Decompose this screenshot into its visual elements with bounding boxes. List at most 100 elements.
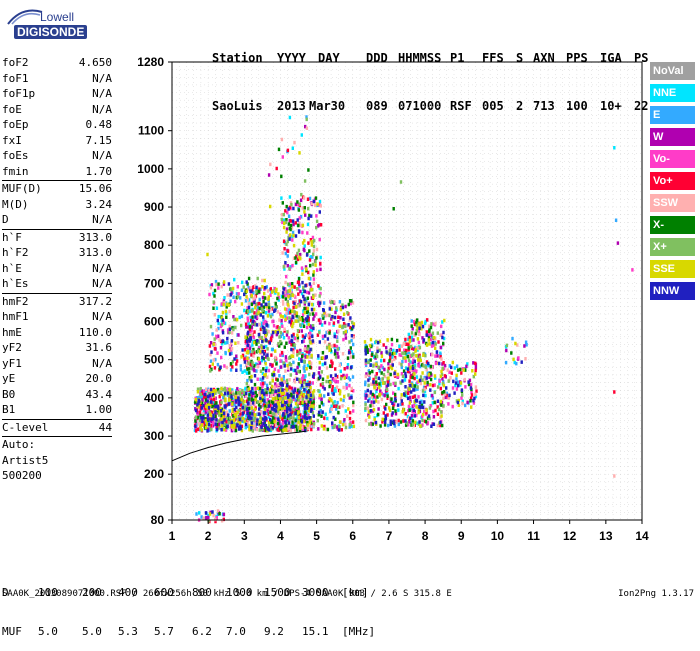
x-tick-label: 1	[169, 529, 176, 543]
echo-points-8	[194, 151, 517, 516]
param-row: h`Es N/A	[2, 277, 112, 293]
plot-border	[171, 61, 643, 521]
footer-cell: 7.0	[226, 625, 246, 638]
y-tick-label: 500	[144, 353, 164, 367]
header-row1-7: S	[516, 51, 524, 65]
x-tick-label: 5	[313, 529, 320, 543]
param-row: B1 1.00	[2, 403, 112, 419]
x-tick-label: 14	[635, 529, 649, 543]
logo-line-1: Lowell	[40, 10, 75, 24]
param-value: N/A	[92, 310, 112, 323]
header-row2-2: Mar30	[309, 99, 346, 113]
param-name: B0	[2, 387, 16, 401]
footer-cell: 1500	[264, 586, 291, 599]
param-value: 7.15	[85, 133, 113, 147]
header-row2-1: 2013	[277, 99, 306, 113]
header-row2-6: 005	[482, 99, 504, 113]
y-tick-label: 600	[144, 315, 164, 329]
param-row: B0 43.4	[2, 388, 112, 404]
y-tick-label: 80	[151, 513, 165, 527]
param-name: hmE	[2, 325, 22, 339]
param-name: fxI	[2, 133, 22, 147]
autoscale-line: Auto:	[2, 438, 112, 454]
param-name: yF1	[2, 356, 22, 370]
param-row: h`E N/A	[2, 262, 112, 278]
legend-item-nne: NNE	[650, 84, 695, 102]
param-name: C-level	[2, 420, 49, 434]
axis-ticks: 1 2 3 4 5 6 7 8 9 10 11 12 13 14802003004005006007008…	[137, 55, 649, 543]
autoscale-text: 500200	[2, 469, 42, 482]
y-tick-label: 700	[144, 276, 164, 290]
param-name: fmin	[2, 164, 29, 178]
footer-cell: 600	[154, 586, 174, 599]
param-value: 1.70	[85, 164, 113, 178]
footer-cell: [km]	[342, 586, 369, 599]
param-row: foF1p N/A	[2, 87, 112, 103]
legend-item-noval: NoVal	[650, 62, 695, 80]
param-name: foF2	[2, 56, 29, 69]
y-tick-label: 200	[144, 467, 164, 481]
y-tick-label: 800	[144, 238, 164, 252]
param-name: h`F2	[2, 246, 29, 259]
param-value: 313.0	[78, 230, 112, 244]
param-value: 3.24	[85, 197, 113, 211]
plot-frame	[171, 61, 643, 521]
footer-cell: 5.0	[82, 625, 102, 638]
param-name: D	[2, 213, 9, 226]
param-value: N/A	[92, 87, 112, 100]
param-name: h`E	[2, 261, 22, 275]
param-value: 110.0	[78, 325, 112, 339]
param-value: 20.0	[85, 372, 113, 385]
legend-item-x-: X-	[650, 216, 695, 234]
legend-item-vo-: Vo+	[650, 172, 695, 190]
x-tick-label: 13	[599, 529, 613, 543]
param-divider	[2, 292, 112, 294]
param-name: h`Es	[2, 277, 29, 290]
y-tick-label: 1100	[138, 124, 164, 138]
x-tick-label: 2	[205, 529, 212, 543]
y-tick-label: 900	[144, 200, 164, 214]
logo-swoosh-icon	[7, 9, 43, 25]
param-row: foE N/A	[2, 103, 112, 119]
footer-cell: 9.2	[264, 625, 284, 638]
ionospheric-parameters-panel: foF2 4.650 foF1 N/A foF1p N/A foE N/A foEp 0.48 fx…	[2, 56, 112, 485]
x-tick-label: 11	[527, 529, 540, 543]
param-row: foEs N/A	[2, 149, 112, 165]
param-name: hmF1	[2, 310, 29, 323]
y-tick-label: 300	[144, 429, 164, 443]
file-info-text: SAA0K_2013089071000.RSF / 260fx256h 50 k…	[2, 589, 452, 599]
param-value: 1.00	[85, 403, 113, 416]
x-tick-label: 4	[277, 529, 284, 543]
param-value: 31.6	[85, 341, 113, 354]
param-row: foF1 N/A	[2, 72, 112, 88]
header-row2-0: SaoLuis	[212, 99, 263, 113]
footer-cell: 3000	[302, 586, 329, 599]
param-name: h`F	[2, 230, 22, 244]
x-tick-label: 8	[422, 529, 429, 543]
header-row2-3: 089	[366, 99, 388, 113]
distance-row: D 100 200 400 600 800 1000 1500 3000 [km]	[2, 586, 369, 599]
param-value: N/A	[92, 149, 112, 162]
param-row: hmE 110.0	[2, 326, 112, 342]
echo-points-6	[194, 147, 513, 516]
param-name: foF1	[2, 71, 29, 85]
x-tick-label: 10	[491, 529, 505, 543]
param-divider	[2, 436, 112, 437]
param-value: N/A	[92, 356, 112, 370]
param-row: MUF(D) 15.06	[2, 182, 112, 198]
legend-item-nnw: NNW	[650, 282, 695, 300]
param-name: foF1p	[2, 87, 36, 100]
x-tick-label: 7	[386, 529, 393, 543]
legend-item-vo-: Vo-	[650, 150, 695, 168]
param-value: 317.2	[78, 294, 112, 308]
legend-item-e: E	[650, 106, 695, 124]
version-text: Ion2Png 1.3.17	[618, 589, 694, 599]
param-value: 4.650	[78, 56, 112, 69]
param-row: h`F 313.0	[2, 231, 112, 247]
param-name: yE	[2, 372, 16, 385]
direction-legend: NoVal NNE E W Vo- Vo+ SSW X- X+ SSE NNW	[650, 62, 695, 304]
param-name: MUF(D)	[2, 182, 42, 195]
param-value: 15.06	[78, 182, 112, 195]
legend-item-w: W	[650, 128, 695, 146]
header-values-row: SaoLuis 2013 Mar30 089 071000 RSF 005 2 713 100 10…	[212, 98, 648, 114]
